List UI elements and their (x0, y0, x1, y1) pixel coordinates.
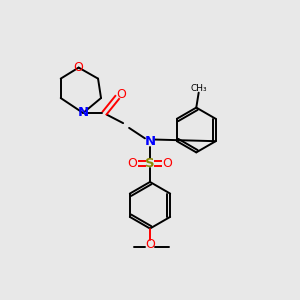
Text: N: N (144, 135, 156, 148)
Text: S: S (145, 157, 155, 170)
Text: O: O (128, 157, 137, 170)
Text: N: N (77, 106, 89, 119)
Text: O: O (163, 157, 172, 170)
Text: CH₃: CH₃ (190, 84, 207, 93)
Text: O: O (74, 61, 84, 74)
Text: O: O (116, 88, 126, 101)
Text: O: O (145, 238, 155, 250)
